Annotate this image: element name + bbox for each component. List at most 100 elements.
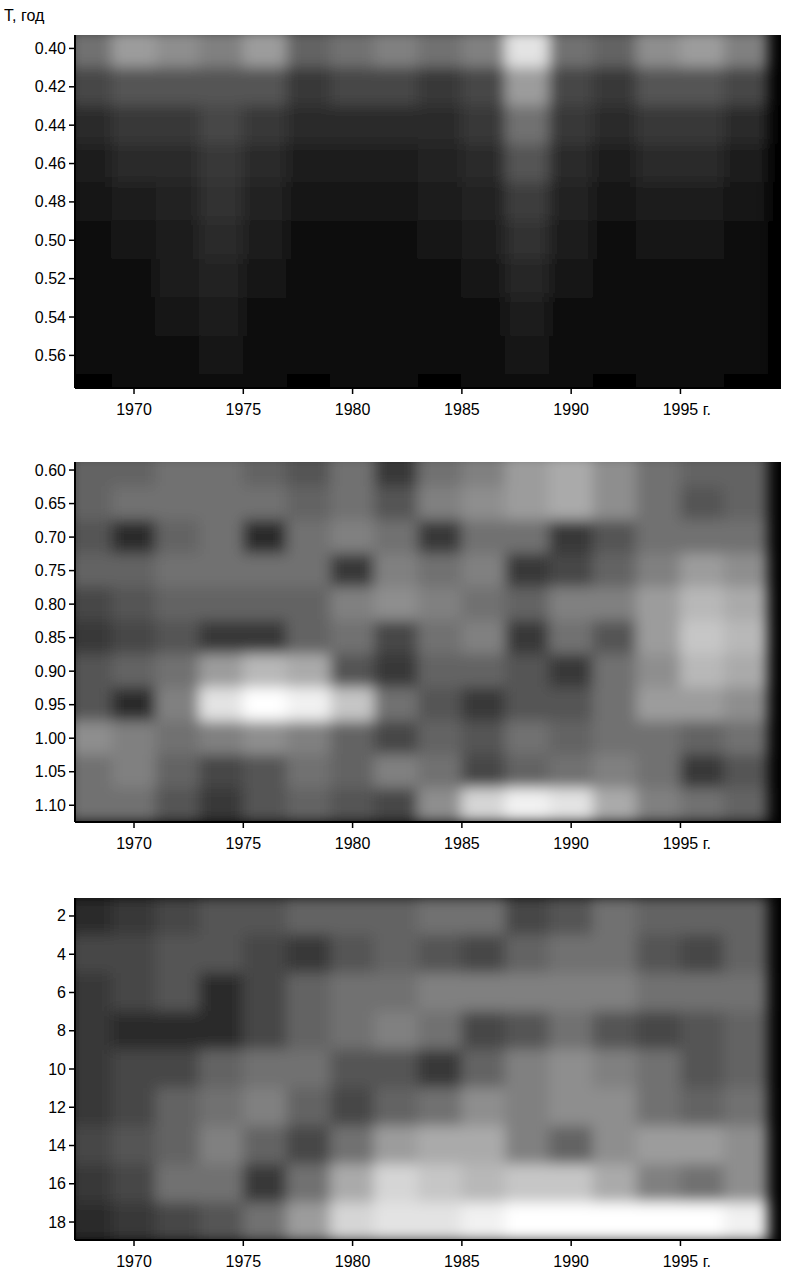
heatmap-cell	[374, 620, 419, 655]
heatmap-cell	[418, 1088, 463, 1127]
heatmap-cell	[549, 297, 594, 336]
heatmap-cell	[724, 144, 769, 183]
heatmap-cell	[243, 182, 288, 221]
heatmap-cell	[505, 587, 550, 622]
heatmap-cell	[287, 336, 332, 375]
heatmap-cell	[680, 35, 725, 68]
heatmap-cell	[75, 553, 113, 588]
heatmap-cell	[549, 788, 594, 822]
heatmap-cell	[243, 620, 288, 655]
heatmap-cell	[75, 620, 113, 655]
heatmap-cell	[593, 620, 638, 655]
heatmap-cell	[243, 259, 288, 298]
heatmap-cell	[636, 520, 681, 555]
heatmap-cell	[374, 1164, 419, 1203]
heatmap-cell	[505, 1011, 550, 1050]
heatmap-cell	[461, 654, 506, 689]
heatmap-cell	[374, 182, 419, 221]
y-tick-label: 0.40	[35, 40, 66, 57]
heatmap-cell	[287, 1088, 332, 1127]
x-tick-label: 1970	[116, 1253, 152, 1270]
heatmap-cell	[724, 462, 769, 487]
heatmap-cell	[593, 1164, 638, 1203]
heatmap-cell	[330, 1088, 375, 1127]
heatmap-cells	[75, 35, 768, 388]
heatmap-cell	[724, 1011, 769, 1050]
y-tick	[69, 1030, 75, 1032]
heatmap-cell	[636, 486, 681, 521]
heatmap-cell	[374, 935, 419, 974]
heatmap-cell	[243, 898, 288, 936]
heatmap-cell	[75, 687, 113, 722]
heatmap-cell	[374, 259, 419, 298]
heatmap-cell	[75, 754, 113, 789]
heatmap-cell	[112, 462, 157, 487]
heatmap-cell	[636, 462, 681, 487]
heatmap-cell	[461, 935, 506, 974]
heatmap-cell	[636, 754, 681, 789]
heatmap-cell	[199, 1049, 244, 1088]
heatmap-cell	[330, 898, 375, 936]
heatmap-cell	[155, 105, 200, 144]
heatmap-cell	[418, 1011, 463, 1050]
heatmap-cell	[680, 1088, 725, 1127]
y-axis	[74, 35, 76, 388]
x-tick-label: 1990	[553, 401, 589, 418]
y-tick	[69, 804, 75, 806]
heatmap-cell	[418, 620, 463, 655]
heatmap-cell	[418, 1164, 463, 1203]
heatmap-cell	[505, 35, 550, 68]
heatmap-cell	[199, 105, 244, 144]
heatmap-cell	[593, 67, 638, 106]
y-tick	[69, 355, 75, 357]
heatmap-cell	[330, 486, 375, 521]
heatmap-cell	[155, 486, 200, 521]
heatmap-cell	[243, 788, 288, 822]
x-tick-label: 1985	[444, 835, 480, 852]
heatmap-cell	[112, 259, 157, 298]
heatmap-cell	[680, 553, 725, 588]
heatmap-cell	[505, 1202, 550, 1240]
panel: 24681012141618197019751980198519901995 г…	[48, 896, 781, 1270]
x-tick	[461, 822, 463, 828]
heatmap-cell	[680, 259, 725, 298]
y-tick-label: 0.75	[35, 562, 66, 579]
heatmap-cell	[593, 553, 638, 588]
heatmap-cell	[155, 553, 200, 588]
heatmap-cell	[199, 1202, 244, 1240]
heatmap-cell	[593, 721, 638, 756]
x-tick-label: 1985	[444, 401, 480, 418]
heatmap-cell	[724, 1088, 769, 1127]
heatmap-cell	[680, 973, 725, 1012]
heatmap-cell	[680, 754, 725, 789]
heatmap-cell	[549, 221, 594, 260]
heatmap-cell	[155, 1088, 200, 1127]
y-tick	[69, 278, 75, 280]
heatmap-cell	[593, 336, 638, 375]
heatmap-cell	[636, 374, 681, 388]
heatmap-cell	[680, 587, 725, 622]
heatmap-cell	[287, 1049, 332, 1088]
y-tick	[69, 163, 75, 165]
heatmap-cell	[243, 486, 288, 521]
heatmap-cell	[418, 754, 463, 789]
x-tick	[133, 822, 135, 828]
y-tick-label: 0.42	[35, 78, 66, 95]
heatmap-cell	[374, 35, 419, 68]
heatmap-cell	[155, 462, 200, 487]
heatmap-cell	[636, 587, 681, 622]
heatmap-cell	[461, 105, 506, 144]
heatmap-cell	[330, 687, 375, 722]
heatmap-cell	[243, 105, 288, 144]
heatmap-cell	[155, 1126, 200, 1165]
heatmap-cell	[418, 935, 463, 974]
heatmap-cell	[374, 721, 419, 756]
heatmap-cell	[593, 1126, 638, 1165]
heatmap-cell	[155, 520, 200, 555]
heatmap-cell	[549, 182, 594, 221]
y-tick	[69, 240, 75, 242]
y-tick	[69, 670, 75, 672]
heatmap-cell	[418, 336, 463, 375]
heatmap-cell	[418, 1202, 463, 1240]
heatmap-cell	[243, 553, 288, 588]
